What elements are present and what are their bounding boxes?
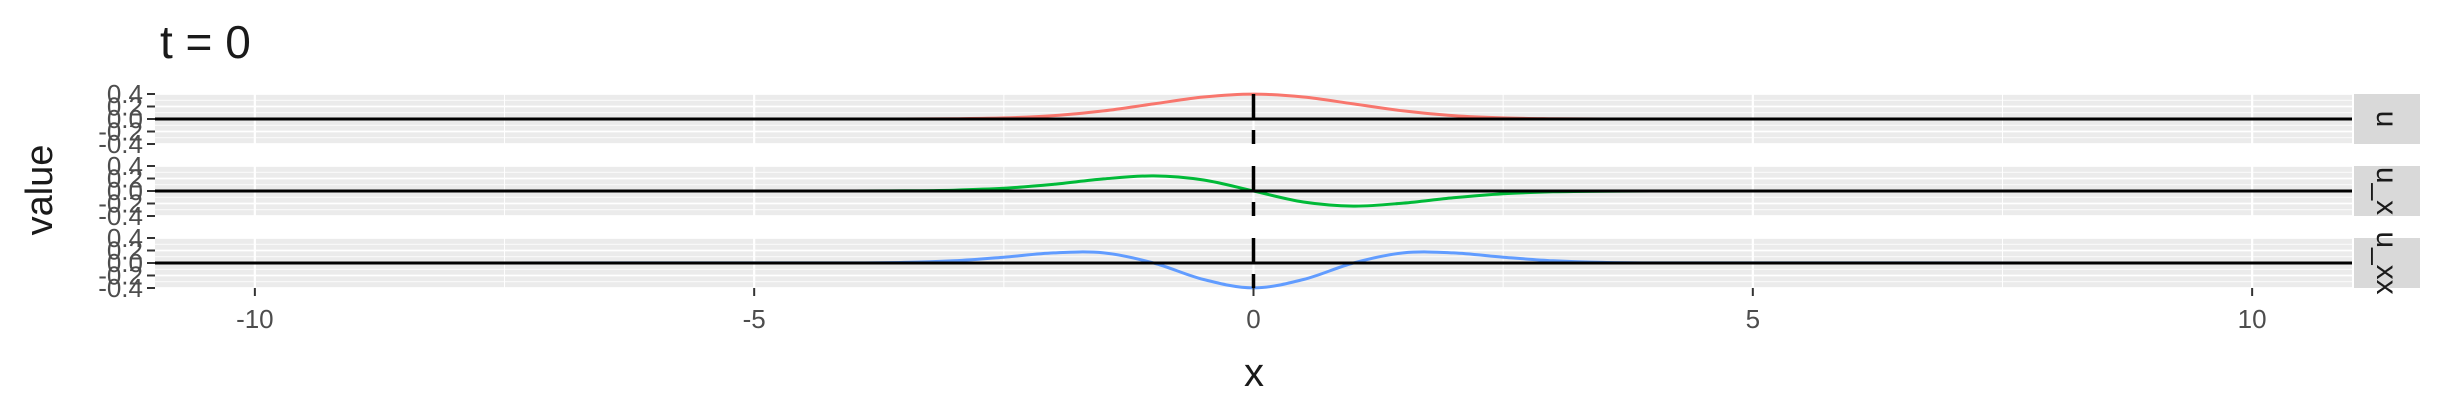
y-tick-label: 0.2 <box>107 92 143 122</box>
y-tick-label: 0.4 <box>107 79 143 109</box>
x-axis-title: x <box>1244 351 1264 395</box>
y-tick-label: -0.2 <box>98 117 143 147</box>
x-axis: -10 -5 0 5 10 <box>236 288 2267 334</box>
y-tick-label: -0.4 <box>98 273 143 303</box>
y-tick-label: 0.4 <box>107 223 143 253</box>
y-tick-label: -0.2 <box>98 189 143 219</box>
x-tick-label: 10 <box>2238 304 2267 334</box>
y-tick-label: 0.2 <box>107 164 143 194</box>
y-tick-label: 0.2 <box>107 236 143 266</box>
chart-title: t = 0 <box>160 16 251 68</box>
x-tick-label: -10 <box>236 304 274 334</box>
y-tick-label: -0.4 <box>98 201 143 231</box>
strip-label: u_x <box>2370 167 2403 215</box>
x-tick-label: 0 <box>1246 304 1260 334</box>
strip-background <box>2354 238 2420 288</box>
y-tick-label: 0.0 <box>107 176 143 206</box>
panel-2: -0.4-0.20.00.20.4 u_x <box>98 151 2420 231</box>
y-tick-label: 0.4 <box>107 151 143 181</box>
y-tick-label: 0.0 <box>107 104 143 134</box>
panel-3: -0.4-0.20.00.20.4 u_xx <box>98 223 2420 303</box>
strip-label: u_xx <box>2370 231 2403 294</box>
panels-layer: -0.4-0.20.00.20.4u-0.4-0.20.00.20.4u_x-0… <box>98 79 2420 303</box>
y-axis-title: value <box>19 145 61 236</box>
y-tick-label: -0.4 <box>98 129 143 159</box>
x-tick-label: 5 <box>1746 304 1760 334</box>
strip-label: u <box>2370 111 2403 128</box>
y-tick-label: 0.0 <box>107 248 143 278</box>
y-tick-label: -0.2 <box>98 261 143 291</box>
strip-background <box>2354 94 2420 144</box>
strip-background <box>2354 166 2420 216</box>
x-tick-label: -5 <box>743 304 766 334</box>
panel-1: -0.4-0.20.00.20.4 u <box>98 79 2420 159</box>
